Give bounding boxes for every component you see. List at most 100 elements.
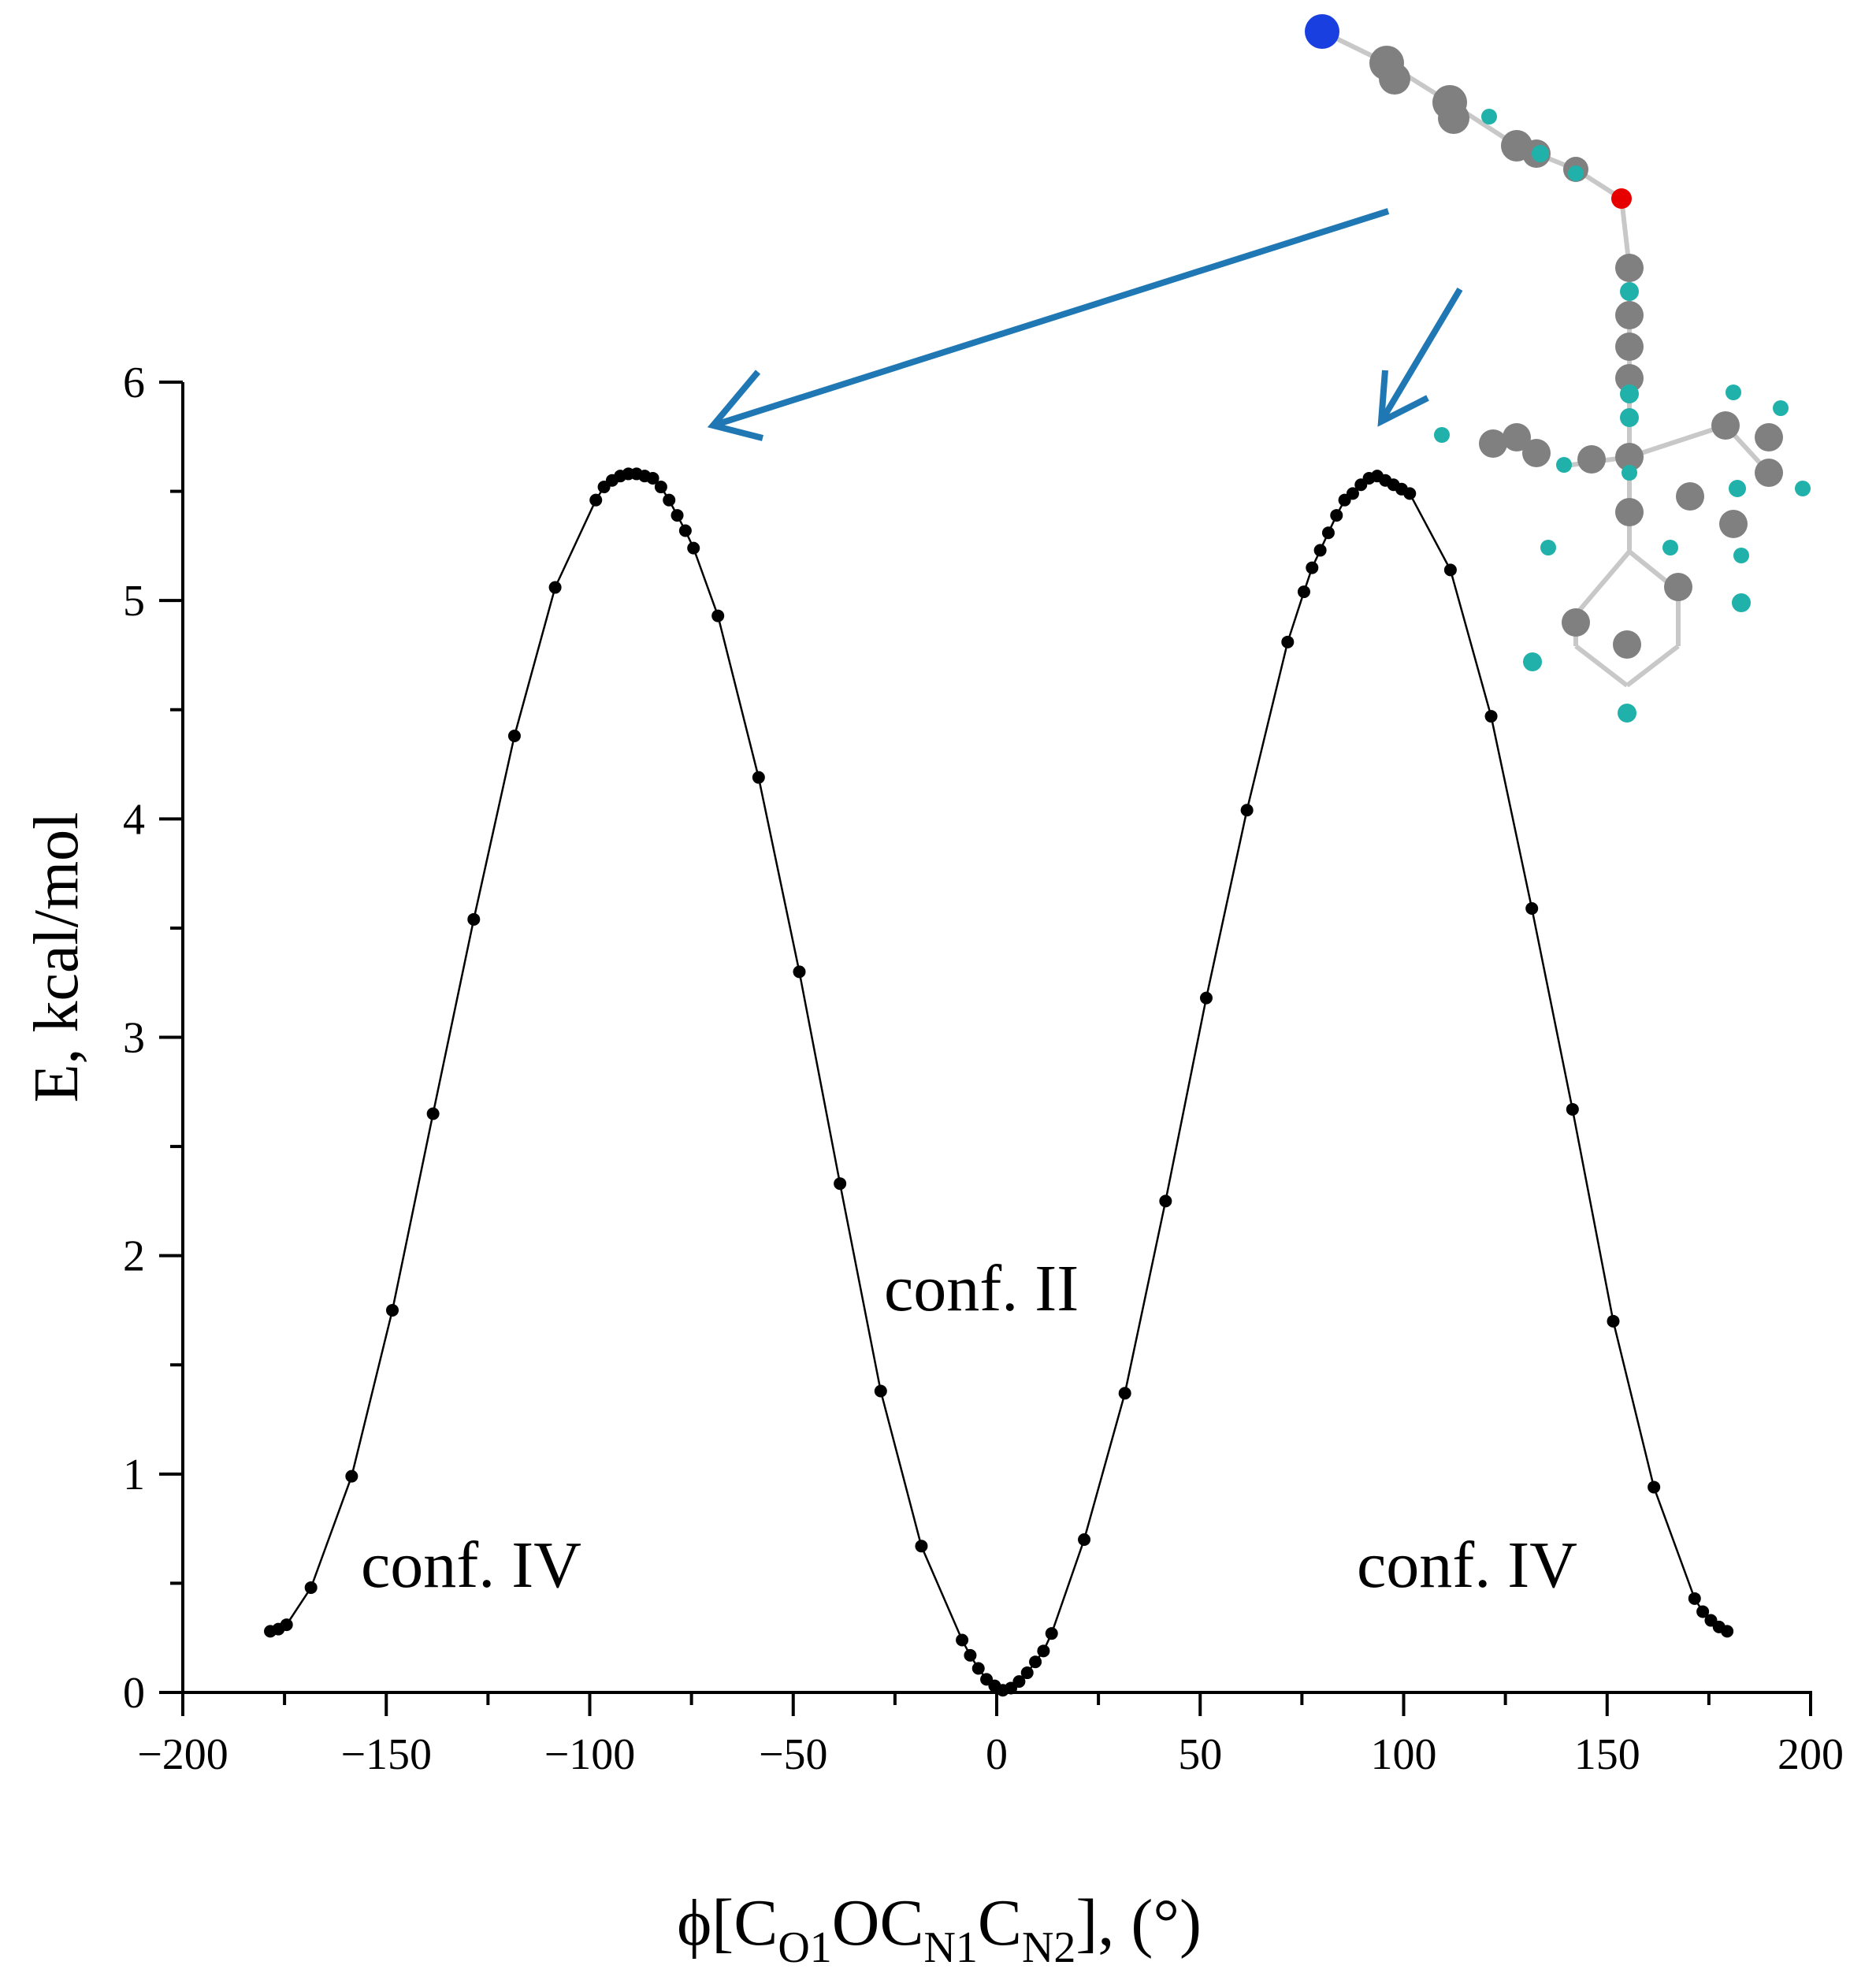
data-point xyxy=(1159,1194,1172,1208)
axes: −200 −150 −100 −50 0 50 100 150 200 0 1 2 3 4 5 6 xyxy=(123,359,1844,1779)
data-point xyxy=(426,1107,440,1120)
molecule-atom xyxy=(1615,333,1644,361)
data-point xyxy=(1525,901,1539,915)
molecule-atom xyxy=(1711,411,1740,440)
molecule-atom xyxy=(1568,165,1584,181)
molecule-atom xyxy=(1755,423,1783,451)
annotation-conf-iv-left: conf. IV xyxy=(361,1529,581,1602)
data-point xyxy=(1029,1655,1042,1669)
molecule-atom xyxy=(1676,482,1704,511)
y-tick-label: 2 xyxy=(123,1232,145,1281)
x-title-c3: C xyxy=(978,1886,1022,1960)
x-title-sub2: N1 xyxy=(923,1923,977,1969)
data-point xyxy=(646,471,659,485)
molecule-atom xyxy=(1615,254,1644,282)
molecule-bond xyxy=(1574,644,1629,688)
data-point xyxy=(1313,544,1327,557)
data-point xyxy=(752,771,765,784)
molecule-atom xyxy=(1540,540,1556,555)
molecule-atom xyxy=(1773,400,1789,416)
data-point xyxy=(964,1648,977,1662)
y-axis-title: E, kcal/mol xyxy=(22,812,91,1103)
x-title-open: [ xyxy=(711,1886,734,1960)
data-point xyxy=(467,912,481,926)
y-tick-label: 0 xyxy=(123,1669,145,1718)
x-title-phi: ϕ xyxy=(677,1886,711,1960)
data-point xyxy=(1297,585,1310,599)
data-series xyxy=(264,467,1734,1697)
molecule-atom xyxy=(1379,63,1410,95)
molecule-atom xyxy=(1523,652,1542,671)
arrow-right-head xyxy=(1377,370,1429,427)
data-point xyxy=(971,1662,985,1675)
data-point xyxy=(385,1303,399,1317)
data-point xyxy=(1484,710,1498,723)
molecule-atom xyxy=(1729,480,1746,497)
data-point xyxy=(654,481,667,494)
x-tick-label: 200 xyxy=(1778,1730,1844,1779)
x-title-sub3: N2 xyxy=(1022,1923,1075,1969)
data-point xyxy=(507,730,521,743)
molecule-atom xyxy=(1615,301,1644,329)
molecule-atom xyxy=(1438,102,1469,134)
data-point xyxy=(1240,804,1254,817)
y-tick-label: 5 xyxy=(123,577,145,626)
x-tick-label: 150 xyxy=(1574,1730,1640,1779)
molecule-atom xyxy=(1755,459,1783,487)
data-point xyxy=(1281,635,1295,648)
x-title-close: ], (°) xyxy=(1075,1886,1202,1960)
molecule-atom xyxy=(1618,704,1636,723)
molecule-atom xyxy=(1562,608,1590,637)
data-point xyxy=(1443,563,1457,577)
series-line xyxy=(269,473,1728,1692)
data-point xyxy=(1330,509,1343,522)
molecule-atom xyxy=(1479,429,1507,458)
x-title-sub1: O1 xyxy=(778,1923,831,1969)
molecule-atom xyxy=(1664,573,1692,601)
molecule-atom xyxy=(1615,498,1644,526)
data-point xyxy=(793,965,806,979)
x-tick-label: −150 xyxy=(340,1730,432,1779)
molecule-bond xyxy=(1573,550,1632,616)
x-tick-label: −100 xyxy=(544,1730,636,1779)
data-point xyxy=(1721,1625,1734,1638)
data-point xyxy=(671,509,684,522)
molecule-structure-inset xyxy=(1305,14,1811,723)
data-point xyxy=(663,493,676,507)
data-point xyxy=(1199,991,1213,1005)
molecule-atom xyxy=(1620,385,1639,403)
x-tick-label: −200 xyxy=(137,1730,228,1779)
y-tick-label: 1 xyxy=(123,1451,145,1499)
molecule-atom xyxy=(1522,439,1551,467)
molecule-atom xyxy=(1615,443,1644,471)
molecule-atom xyxy=(1434,427,1450,443)
arrow-left-line xyxy=(711,208,1390,429)
x-tick-label: 0 xyxy=(986,1730,1008,1779)
molecule-atom xyxy=(1556,457,1572,473)
pointer-arrows xyxy=(707,208,1463,441)
x-tick-label: 50 xyxy=(1178,1730,1222,1779)
data-point xyxy=(304,1581,318,1594)
data-point xyxy=(548,581,562,594)
data-point xyxy=(687,541,700,555)
molecule-bond xyxy=(1625,644,1680,688)
molecule-atom xyxy=(1532,145,1549,162)
molecule-atom xyxy=(1577,445,1606,474)
data-point xyxy=(1688,1592,1701,1605)
data-point xyxy=(874,1384,887,1398)
molecule-atom xyxy=(1613,630,1641,659)
arrow-left-head xyxy=(707,370,763,441)
data-point xyxy=(1037,1644,1050,1658)
data-point xyxy=(1118,1387,1131,1400)
arrow-right-line xyxy=(1378,287,1463,424)
molecule-atom xyxy=(1719,510,1748,538)
data-point xyxy=(1321,526,1335,540)
x-tick-label: −50 xyxy=(759,1730,828,1779)
data-point xyxy=(1045,1627,1058,1640)
molecule-atom xyxy=(1611,188,1632,209)
data-point xyxy=(1078,1532,1091,1546)
data-point xyxy=(1566,1102,1579,1116)
data-point xyxy=(1607,1314,1620,1328)
y-tick-label: 6 xyxy=(123,359,145,407)
